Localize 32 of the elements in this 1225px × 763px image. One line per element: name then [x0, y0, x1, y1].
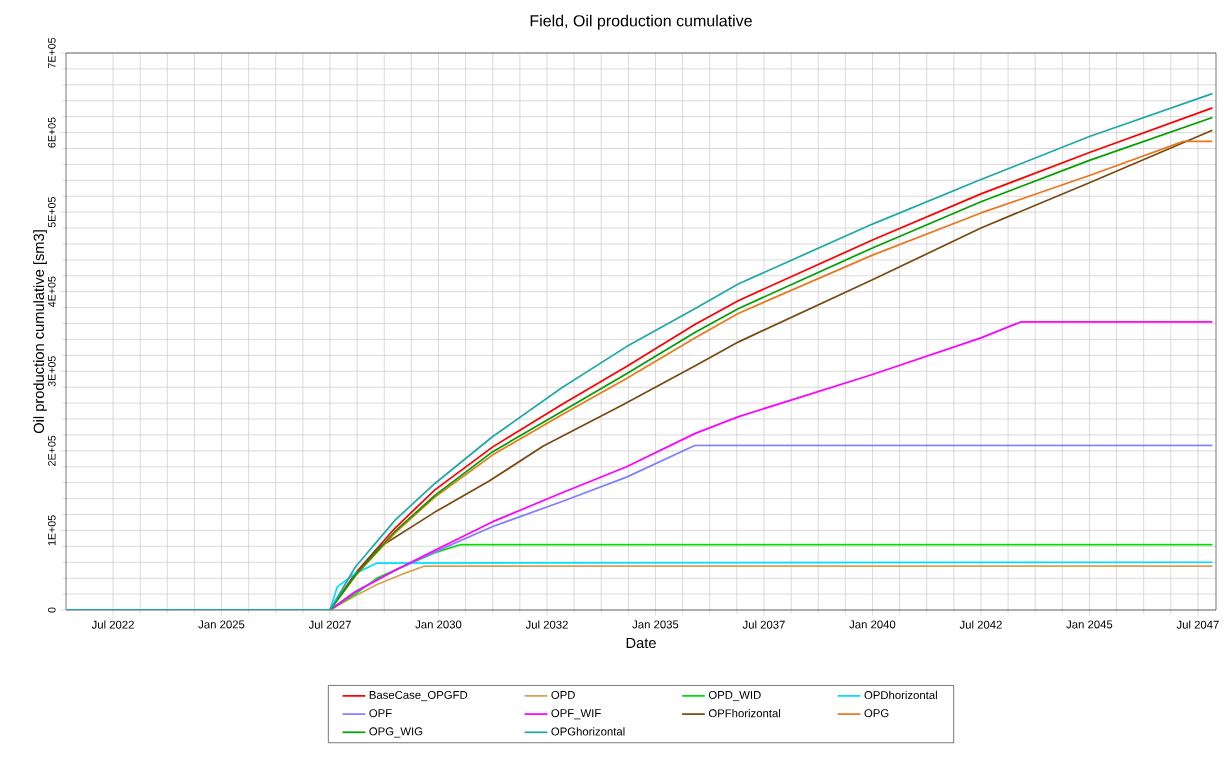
x-tick-label: Jul 2037	[742, 620, 785, 629]
legend-label: OPGhorizontal	[551, 727, 625, 736]
x-tick-label: Jan 2045	[1066, 620, 1113, 629]
x-tick-label: Jul 2027	[308, 620, 351, 629]
y-axis-title: Oil production cumulative [sm3]	[33, 230, 47, 434]
legend-label: OPF_WIF	[551, 709, 601, 720]
x-tick-label: Jan 2035	[632, 620, 679, 629]
legend-label: OPDhorizontal	[864, 690, 937, 700]
y-tick-label: 6E+05	[48, 117, 56, 148]
x-tick-label: Jan 2040	[849, 620, 896, 629]
legend-label: BaseCase_OPGFD	[369, 690, 468, 702]
x-tick-label: Jan 2030	[415, 620, 462, 629]
y-tick-label: 1E+05	[48, 515, 56, 546]
x-axis-title: Date	[626, 637, 656, 649]
y-tick-label: 0	[48, 607, 56, 613]
x-tick-label: Jul 2022	[91, 620, 134, 629]
y-tick-label: 3E+05	[48, 356, 56, 387]
y-tick-label: 5E+05	[48, 197, 56, 228]
x-tick-label: Jan 2025	[198, 620, 245, 629]
y-tick-label: 2E+05	[48, 435, 56, 466]
legend-label: OPG	[864, 709, 889, 718]
y-tick-label: 7E+05	[48, 37, 56, 69]
x-tick-label: Jul 2032	[525, 620, 568, 629]
legend-label: OPFhorizontal	[708, 708, 781, 718]
x-tick-label: Jul 2042	[959, 620, 1002, 629]
legend-label: OPD	[551, 690, 575, 699]
legend-label: OPF	[369, 709, 392, 718]
legend-label: OPG_WIG	[369, 727, 423, 738]
y-tick-label: 4E+05	[48, 276, 56, 308]
x-tick-label: Jul 2047	[1176, 620, 1219, 629]
chart-title: Field, Oil production cumulative	[530, 14, 752, 30]
legend-label: OPD_WID	[708, 690, 761, 702]
